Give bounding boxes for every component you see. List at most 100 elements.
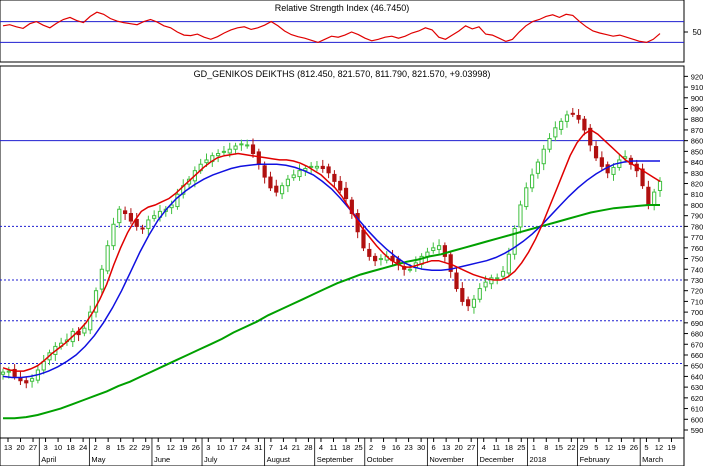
- price-y-tick-label-25: 670: [691, 340, 704, 349]
- candle-body-70: [407, 268, 413, 271]
- x-month-label-0: April: [41, 455, 56, 464]
- candle-body-93: [541, 148, 546, 165]
- price-y-tick-label-33: 590: [691, 426, 704, 435]
- price-y-tick-label-18: 740: [691, 265, 704, 274]
- candle-body-1: [6, 370, 11, 373]
- x-month-label-4: August: [267, 455, 291, 464]
- rsi-title: Relative Strength Index (46.7450): [275, 3, 410, 13]
- x-tick-label-45: 22: [567, 443, 575, 452]
- candle-body-103: [599, 157, 604, 167]
- candle-body-75: [436, 245, 442, 250]
- x-month-label-11: March: [642, 455, 663, 464]
- x-tick-label-44: 15: [555, 443, 563, 452]
- x-tick-label-2: 27: [29, 443, 37, 452]
- price-y-tick-label-7: 850: [691, 147, 704, 156]
- candle-body-17: [99, 268, 104, 290]
- candle-body-85: [495, 277, 500, 280]
- price-y-tick-label-30: 620: [691, 394, 704, 403]
- x-month-label-1: May: [91, 455, 105, 464]
- x-tick-label-43: 8: [544, 443, 548, 452]
- price-y-tick-label-0: 920: [691, 72, 704, 81]
- price-y-tick-label-20: 720: [691, 287, 704, 296]
- candle-body-2: [12, 368, 17, 377]
- candle-body-25: [146, 219, 151, 230]
- x-tick-label-28: 25: [354, 443, 362, 452]
- candle-body-35: [204, 159, 209, 164]
- rsi-y-tick-label-0: 50: [693, 28, 702, 37]
- moving-average-lines: [2, 129, 661, 420]
- candle-body-16: [93, 290, 99, 313]
- x-tick-label-34: 6: [432, 443, 436, 452]
- x-tick-label-37: 27: [467, 443, 475, 452]
- ma-medium-line: [2, 160, 660, 379]
- rsi-line: [2, 11, 661, 44]
- x-tick-label-13: 12: [167, 443, 175, 452]
- candle-body-43: [250, 144, 256, 155]
- candle-body-51: [297, 170, 302, 178]
- x-tick-label-17: 10: [217, 443, 225, 452]
- candle-body-100: [582, 118, 587, 131]
- price-y-tick-label-28: 640: [691, 372, 704, 381]
- price-y-axis: 9209109008908808708608508408308208108007…: [684, 72, 703, 435]
- price-y-tick-label-12: 800: [691, 201, 704, 210]
- candle-body-105: [611, 166, 616, 175]
- candle-body-58: [338, 180, 343, 191]
- candle-body-101: [588, 127, 593, 146]
- x-tick-label-14: 19: [179, 443, 187, 452]
- candle-body-98: [570, 112, 575, 115]
- candle-body-38: [221, 150, 227, 153]
- price-y-tick-label-17: 750: [691, 255, 704, 264]
- candle-body-113: [657, 180, 663, 191]
- x-tick-label-39: 11: [492, 443, 500, 452]
- x-month-label-10: February: [580, 455, 610, 464]
- x-tick-label-53: 19: [667, 443, 675, 452]
- x-axis: 13 20 27 3 10 18 24 2 8 15 22 29 5 12 19 26 3 10 17 24 31 7 14…: [0, 437, 685, 467]
- x-tick-label-41: 25: [517, 443, 525, 452]
- rsi-reference-levels: [0, 21, 684, 43]
- candle-body-99: [576, 114, 581, 120]
- candle-body-60: [349, 199, 354, 215]
- candle-body-89: [518, 204, 523, 228]
- price-y-tick-label-11: 810: [691, 190, 704, 199]
- price-y-tick-label-15: 770: [691, 233, 704, 242]
- price-y-tick-label-13: 790: [691, 212, 704, 221]
- price-y-tick-label-21: 710: [691, 297, 704, 306]
- x-tick-label-21: 7: [269, 443, 273, 452]
- x-tick-label-48: 12: [605, 443, 613, 452]
- candle-body-111: [646, 186, 651, 206]
- candle-body-77: [448, 254, 453, 272]
- price-y-tick-label-26: 660: [691, 351, 704, 360]
- candle-body-90: [524, 187, 529, 208]
- candle-body-92: [535, 161, 541, 174]
- rsi-series-line: [2, 11, 661, 44]
- x-tick-label-26: 11: [330, 443, 338, 452]
- candle-body-65: [378, 258, 384, 261]
- candle-body-78: [454, 272, 459, 290]
- x-tick-label-27: 18: [342, 443, 350, 452]
- candle-body-53: [309, 165, 314, 168]
- candle-body-5: [29, 378, 35, 382]
- x-tick-labels: 13 20 27 3 10 18 24 2 8 15 22 29 5 12 19 26 3 10 17 24 31 7 14…: [4, 438, 676, 452]
- candle-body-97: [564, 114, 570, 122]
- x-tick-label-10: 22: [129, 443, 137, 452]
- x-month-label-5: September: [317, 455, 354, 464]
- rsi-panel-frame: [0, 0, 685, 63]
- candle-body-44: [256, 151, 261, 165]
- candle-body-48: [279, 185, 285, 195]
- candle-body-39: [227, 148, 232, 154]
- candle-body-54: [314, 165, 320, 169]
- x-tick-label-25: 4: [319, 443, 323, 452]
- x-tick-label-20: 31: [254, 443, 262, 452]
- price-panel: GD_GENIKOS DEIKTHS (812.450, 821.570, 81…: [0, 65, 703, 439]
- candle-body-81: [471, 298, 477, 308]
- candle-body-26: [152, 215, 157, 219]
- candle-body-55: [320, 165, 325, 170]
- x-month-label-7: November: [429, 455, 464, 464]
- price-y-tick-label-1: 910: [691, 83, 704, 92]
- x-tick-label-42: 1: [532, 443, 536, 452]
- candle-body-87: [506, 253, 511, 274]
- candle-body-4: [24, 380, 29, 384]
- x-tick-label-36: 20: [454, 443, 462, 452]
- x-tick-label-19: 24: [242, 443, 250, 452]
